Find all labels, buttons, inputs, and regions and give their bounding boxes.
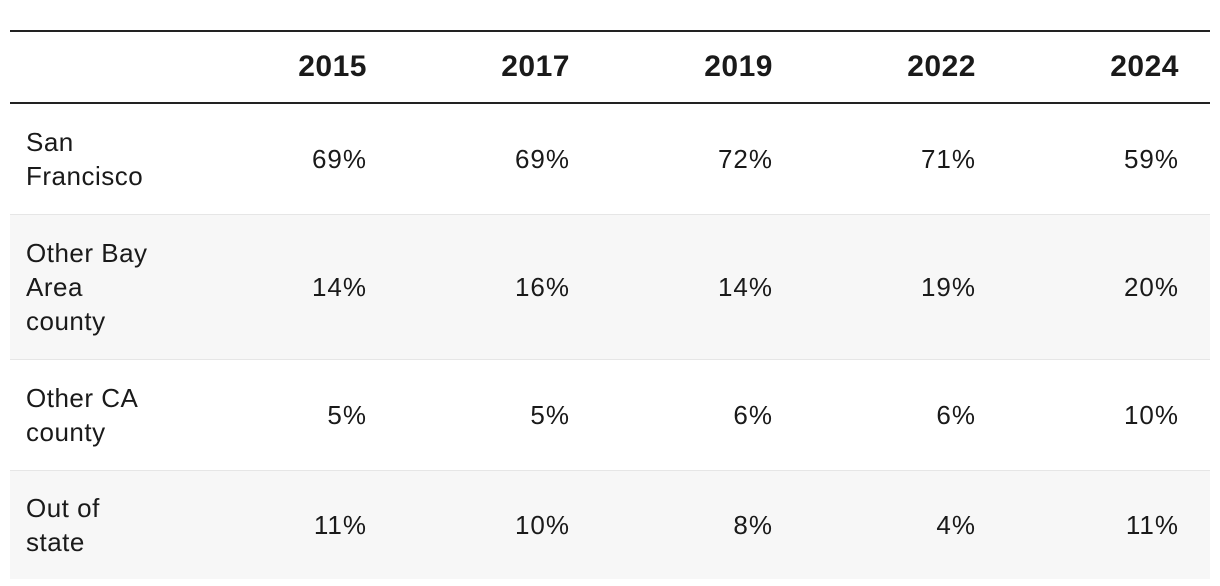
data-table: 2015 2017 2019 2022 2024 San Francisco 6… [10, 30, 1210, 579]
column-header-2024: 2024 [1110, 50, 1179, 83]
row-label-line: Other Bay [26, 238, 148, 268]
table-row-out-of-state: Out of state 11% 10% 8% 4% 11% [10, 471, 1210, 579]
table-cell: 6% [733, 399, 773, 430]
row-label-other-ca-county: Other CA county [10, 381, 180, 449]
row-label-line: Other CA [26, 383, 139, 413]
table-cell: 14% [311, 271, 367, 302]
table-cell: 69% [311, 143, 367, 174]
table-cell: 6% [936, 399, 976, 430]
table-cell: 5% [530, 399, 570, 430]
row-label-san-francisco: San Francisco [10, 125, 180, 193]
table-cell: 11% [313, 509, 367, 540]
table-row-other-bay-area-county: Other Bay Area county 14% 16% 14% 19% 20… [10, 215, 1210, 360]
column-header-2019: 2019 [704, 50, 773, 83]
table-cell: 4% [936, 509, 976, 540]
table-row-other-ca-county: Other CA county 5% 5% 6% 6% 10% [10, 360, 1210, 471]
table-cell: 71% [920, 143, 976, 174]
table-cell: 11% [1125, 509, 1179, 540]
row-label-line: San [26, 127, 74, 157]
table-row-san-francisco: San Francisco 69% 69% 72% 71% 59% [10, 104, 1210, 215]
row-label-line: Out of [26, 493, 100, 523]
column-header-2022: 2022 [907, 50, 976, 83]
table-cell: 14% [717, 271, 773, 302]
table-cell: 19% [920, 271, 976, 302]
row-label-line: county [26, 306, 106, 336]
table-cell: 10% [1123, 399, 1179, 430]
table-cell: 69% [514, 143, 570, 174]
table-cell: 8% [733, 509, 773, 540]
row-label-line: state [26, 527, 85, 557]
row-label-line: Area [26, 272, 83, 302]
table-cell: 10% [514, 509, 570, 540]
table-cell: 5% [327, 399, 367, 430]
row-label-line: Francisco [26, 161, 144, 191]
row-label-other-bay-area-county: Other Bay Area county [10, 236, 180, 338]
table-cell: 59% [1123, 143, 1179, 174]
table-cell: 16% [514, 271, 570, 302]
row-label-line: county [26, 417, 106, 447]
table-header-row: 2015 2017 2019 2022 2024 [10, 32, 1210, 104]
column-header-2015: 2015 [298, 50, 367, 83]
table-cell: 72% [717, 143, 773, 174]
table-top-rule [10, 30, 1210, 32]
row-label-out-of-state: Out of state [10, 491, 180, 559]
column-header-2017: 2017 [501, 50, 570, 83]
table-cell: 20% [1123, 271, 1179, 302]
